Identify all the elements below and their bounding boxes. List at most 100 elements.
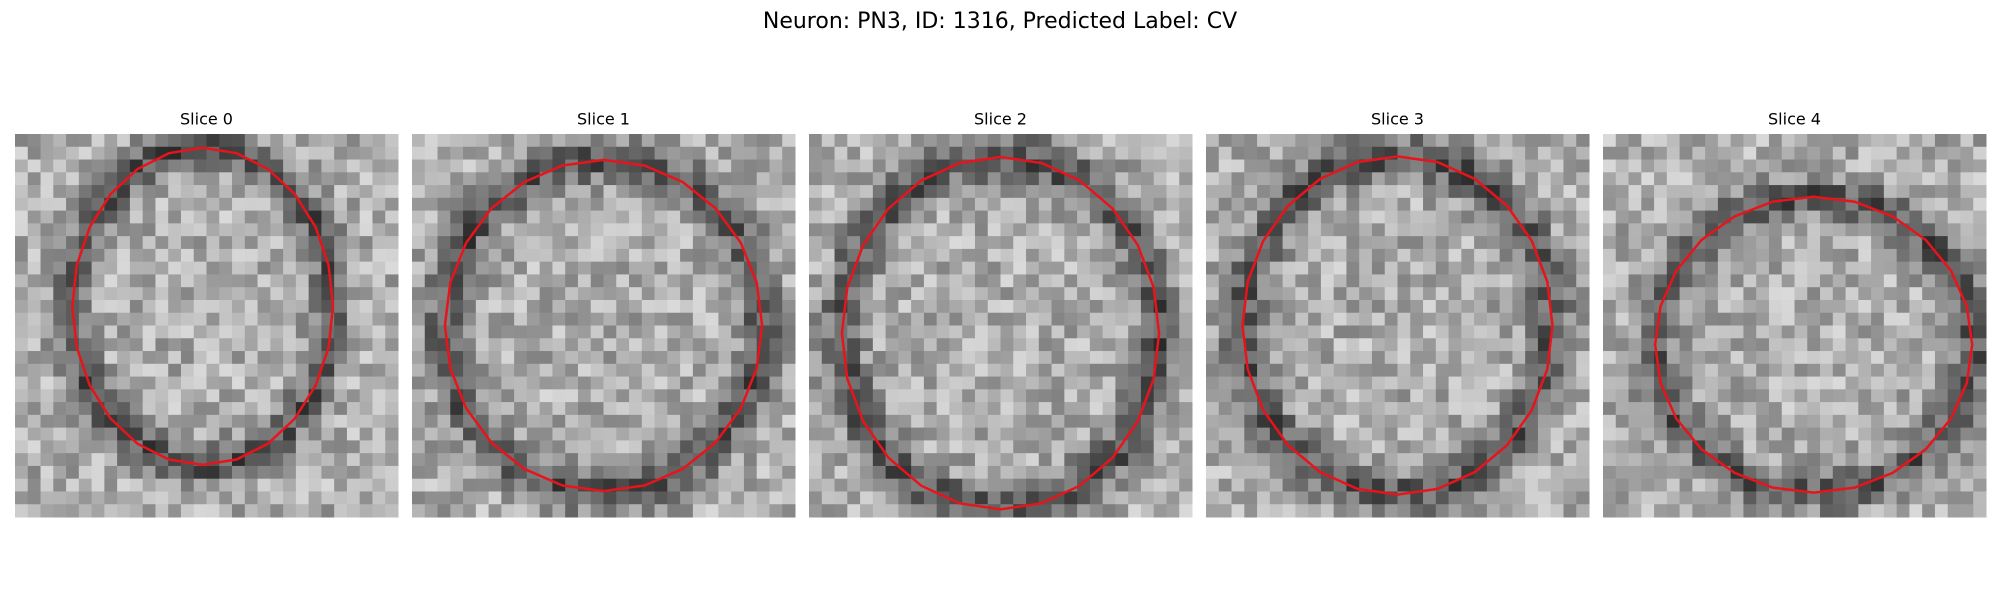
pixel <box>270 236 284 250</box>
pixel <box>155 134 169 148</box>
pixel <box>821 440 836 454</box>
pixel <box>641 210 656 224</box>
pixel <box>295 351 310 365</box>
pixel <box>1423 236 1437 250</box>
pixel <box>654 146 668 161</box>
pixel <box>911 287 925 301</box>
pixel <box>731 223 745 237</box>
pixel <box>1397 299 1411 314</box>
pixel <box>321 185 335 199</box>
pixel <box>821 261 836 275</box>
pixel <box>91 287 105 301</box>
pixel <box>1883 197 1898 212</box>
pixel <box>872 414 887 429</box>
pixel <box>1231 351 1245 365</box>
pixel <box>1909 312 1923 326</box>
pixel <box>1922 453 1936 467</box>
pixel <box>705 248 719 263</box>
pixel <box>1448 210 1462 224</box>
pixel <box>1179 414 1193 429</box>
pixel <box>1102 427 1116 441</box>
pixel <box>385 312 399 326</box>
pixel <box>782 287 796 301</box>
pixel <box>911 134 925 148</box>
pixel <box>1550 223 1564 237</box>
pixel <box>782 210 796 224</box>
pixel <box>974 210 989 224</box>
pixel <box>359 134 373 148</box>
pixel <box>834 478 848 492</box>
pixel <box>104 299 118 314</box>
pixel <box>1013 376 1027 390</box>
pixel <box>809 287 823 301</box>
pixel <box>1947 210 1961 224</box>
pixel <box>1000 414 1014 429</box>
pixel <box>1166 338 1180 352</box>
pixel <box>180 376 195 390</box>
pixel <box>616 312 630 326</box>
pixel <box>1179 236 1193 250</box>
pixel <box>1333 325 1347 339</box>
pixel <box>1102 185 1116 199</box>
pixel <box>1486 325 1501 339</box>
pixel <box>911 402 925 416</box>
pixel <box>1858 325 1872 339</box>
pixel <box>860 363 874 378</box>
pixel <box>244 414 259 429</box>
pixel <box>616 223 630 237</box>
pixel <box>923 491 938 505</box>
pixel <box>1051 185 1065 199</box>
pixel <box>1909 389 1923 403</box>
pixel <box>962 504 976 518</box>
pixel <box>962 197 976 212</box>
pixel <box>1257 376 1271 390</box>
pixel <box>1768 274 1783 288</box>
pixel <box>1628 325 1642 339</box>
pixel <box>552 376 566 390</box>
pixel <box>1654 134 1668 148</box>
pixel <box>514 440 528 454</box>
pixel <box>565 440 579 454</box>
pixel <box>1973 351 1987 365</box>
pixel <box>1563 414 1577 429</box>
pixel <box>219 299 233 314</box>
pixel <box>1896 146 1910 161</box>
pixel <box>834 440 848 454</box>
pixel <box>1397 325 1411 339</box>
pixel <box>1781 185 1795 199</box>
pixel <box>1435 427 1450 441</box>
pixel <box>1128 504 1142 518</box>
pixel <box>1000 248 1014 263</box>
pixel <box>463 197 477 212</box>
pixel <box>437 414 451 429</box>
pixel <box>1166 389 1180 403</box>
pixel <box>501 465 515 480</box>
pixel <box>1922 491 1936 505</box>
pixel <box>1295 287 1309 301</box>
pixel <box>232 172 246 186</box>
pixel <box>539 185 553 199</box>
pixel <box>987 338 1001 352</box>
pixel <box>1525 478 1539 492</box>
pixel <box>1397 274 1411 288</box>
pixel <box>1231 363 1245 378</box>
pixel <box>1486 312 1501 326</box>
pixel <box>834 504 848 518</box>
pixel <box>1359 287 1373 301</box>
pixel <box>539 223 553 237</box>
pixel <box>860 453 874 467</box>
pixel <box>603 172 617 186</box>
pixel <box>1705 363 1719 378</box>
pixel <box>987 504 1001 518</box>
pixel <box>1333 440 1347 454</box>
pixel <box>539 134 553 148</box>
pixel <box>1832 223 1847 237</box>
pixel <box>1666 134 1681 148</box>
pixel <box>463 236 477 250</box>
pixel <box>1166 223 1180 237</box>
pixel <box>450 185 464 199</box>
pixel <box>1717 261 1732 275</box>
pixel <box>142 197 156 212</box>
pixel <box>603 402 617 416</box>
pixel <box>1333 287 1347 301</box>
